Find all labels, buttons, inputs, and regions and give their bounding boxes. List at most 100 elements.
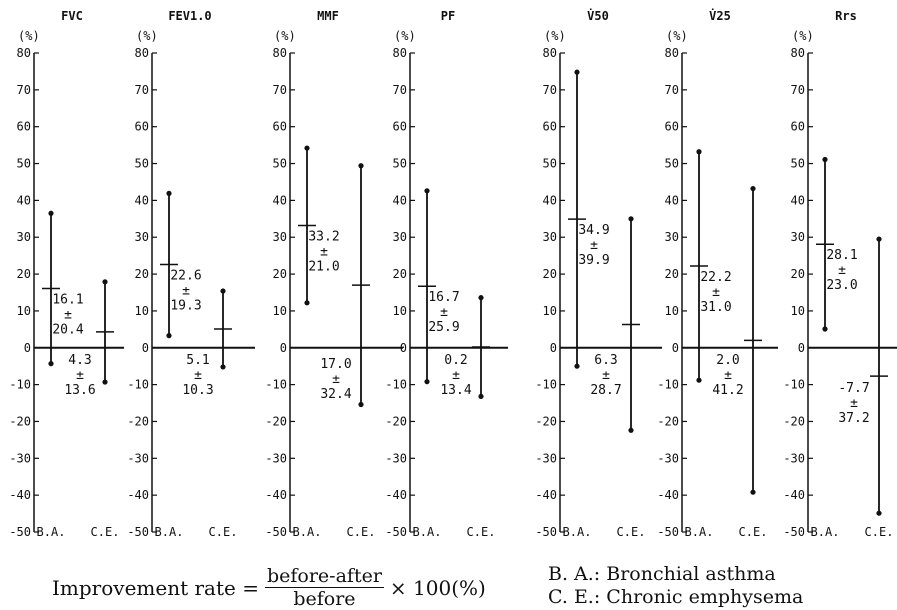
y-tick-label: 50 <box>543 157 557 171</box>
y-tick-label: 0 <box>400 341 407 355</box>
sd-upper-dot <box>628 216 634 222</box>
y-tick-label: -40 <box>657 488 679 502</box>
y-tick-label: -30 <box>657 451 679 465</box>
y-tick-label: -20 <box>265 414 287 428</box>
y-tick-label: 20 <box>791 267 805 281</box>
y-tick-label: -20 <box>535 414 557 428</box>
y-tick-label: 20 <box>17 267 31 281</box>
y-tick-label: 40 <box>791 193 805 207</box>
sd-lower-dot <box>166 333 172 339</box>
y-tick-label: 30 <box>273 230 287 244</box>
y-tick-label: 80 <box>393 46 407 60</box>
sd-value-label: 13.4 <box>440 383 471 398</box>
formula-fraction: before-after before <box>264 565 384 610</box>
y-tick-label: -20 <box>127 414 149 428</box>
plus-minus-sign: ± <box>194 368 202 383</box>
sd-lower-dot <box>628 427 634 433</box>
y-tick-label: 60 <box>791 120 805 134</box>
legend-abbr: C. E.: <box>548 586 601 608</box>
y-tick-label: 20 <box>665 267 679 281</box>
sd-upper-dot <box>478 295 484 301</box>
y-unit-label: (%) <box>666 29 688 43</box>
y-tick-label: 0 <box>24 341 31 355</box>
y-tick-label: -10 <box>783 378 805 392</box>
y-tick-label: 60 <box>17 120 31 134</box>
y-tick-label: 40 <box>543 193 557 207</box>
y-tick-label: 70 <box>393 83 407 97</box>
plus-minus-sign: ± <box>452 368 460 383</box>
mean-value-label: 5.1 <box>186 353 209 368</box>
y-tick-label: 80 <box>665 46 679 60</box>
sd-value-label: 13.6 <box>64 383 95 398</box>
mean-value-label: 34.9 <box>578 223 609 238</box>
y-tick-label: 40 <box>17 193 31 207</box>
sd-value-label: 20.4 <box>52 322 83 337</box>
y-tick-label: 50 <box>135 157 149 171</box>
y-tick-label: 50 <box>665 157 679 171</box>
chart-caption: Improvement rate = before-after before ×… <box>0 555 897 610</box>
legend-text: Chronic emphysema <box>606 586 804 608</box>
y-tick-label: 10 <box>393 304 407 318</box>
panel-title: MMF <box>317 9 339 23</box>
sd-value-label: 41.2 <box>712 383 743 398</box>
y-tick-label: -20 <box>9 414 31 428</box>
sd-upper-dot <box>876 236 882 242</box>
y-tick-label: -50 <box>9 525 31 539</box>
y-tick-label: -40 <box>9 488 31 502</box>
category-label-ce: C.E. <box>865 525 894 539</box>
y-tick-label: 80 <box>273 46 287 60</box>
abbreviation-legend: B. A.: Bronchial asthma C. E.: Chronic e… <box>548 563 803 609</box>
y-tick-label: 30 <box>665 230 679 244</box>
y-tick-label: -40 <box>783 488 805 502</box>
y-tick-label: 10 <box>791 304 805 318</box>
mean-value-label: 28.1 <box>826 248 857 263</box>
y-tick-label: 30 <box>393 230 407 244</box>
sd-lower-dot <box>750 489 756 495</box>
y-tick-label: 0 <box>798 341 805 355</box>
mean-value-label: 22.6 <box>170 268 201 283</box>
category-label-ce: C.E. <box>209 525 238 539</box>
plus-minus-sign: ± <box>602 368 610 383</box>
sd-upper-dot <box>220 288 226 294</box>
mean-value-label: 17.0 <box>320 357 351 372</box>
formula-suffix: × 100(%) <box>389 575 486 600</box>
y-tick-label: -10 <box>385 378 407 392</box>
y-tick-label: 40 <box>665 193 679 207</box>
sd-lower-dot <box>696 377 702 383</box>
y-tick-label: 0 <box>550 341 557 355</box>
y-tick-label: 50 <box>17 157 31 171</box>
sd-upper-dot <box>102 279 108 285</box>
y-unit-label: (%) <box>544 29 566 43</box>
y-tick-label: -30 <box>385 451 407 465</box>
y-unit-label: (%) <box>792 29 814 43</box>
y-unit-label: (%) <box>18 29 40 43</box>
sd-value-label: 32.4 <box>320 387 351 402</box>
improvement-rate-formula: Improvement rate = before-after before ×… <box>52 565 486 610</box>
sd-lower-dot <box>574 363 580 369</box>
plus-minus-sign: ± <box>850 396 858 411</box>
y-tick-label: -40 <box>127 488 149 502</box>
formula-numerator: before-after <box>264 565 384 588</box>
sd-upper-dot <box>750 185 756 192</box>
y-tick-label: 20 <box>135 267 149 281</box>
y-tick-label: 80 <box>791 46 805 60</box>
sd-upper-dot <box>822 156 828 163</box>
y-tick-label: 70 <box>543 83 557 97</box>
category-label-ba: B.A. <box>685 525 714 539</box>
sd-lower-dot <box>48 361 54 367</box>
sd-value-label: 39.9 <box>578 253 609 268</box>
y-tick-label: 30 <box>543 230 557 244</box>
y-tick-label: -50 <box>783 525 805 539</box>
y-tick-label: -10 <box>9 378 31 392</box>
sd-upper-dot <box>304 145 310 151</box>
y-tick-label: -20 <box>783 414 805 428</box>
mean-value-label: 6.3 <box>594 353 617 368</box>
y-tick-label: 60 <box>135 120 149 134</box>
y-tick-label: -40 <box>385 488 407 502</box>
y-tick-label: 10 <box>135 304 149 318</box>
y-tick-label: 60 <box>393 120 407 134</box>
y-unit-label: (%) <box>136 29 158 43</box>
mean-value-label: 16.1 <box>52 292 83 307</box>
y-tick-label: 30 <box>135 230 149 244</box>
plus-minus-sign: ± <box>76 368 84 383</box>
